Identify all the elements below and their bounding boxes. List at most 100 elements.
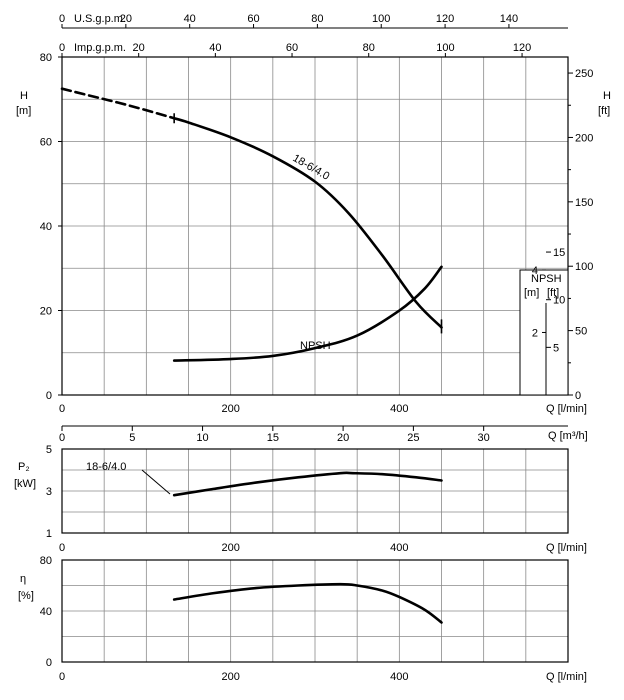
npsh-ft-tick-label: 15 [553, 247, 565, 259]
power-curve-leader-line [141, 469, 171, 495]
m3h-tick-label: 5 [129, 432, 135, 444]
efficiency-y-tick-label: 0 [46, 657, 52, 669]
head-ft-tick-label: 250 [575, 68, 593, 80]
head-ft-tick-label: 200 [575, 132, 593, 144]
impgpm-tick-label: 100 [436, 42, 454, 54]
npsh-m-tick-label: 2 [532, 327, 538, 339]
efficiency-curve [172, 582, 443, 624]
head-grid [62, 57, 568, 395]
head-x-tick-label: 400 [390, 403, 408, 415]
power-y-tick-label: 5 [46, 444, 52, 456]
head-ft-tick-label: 150 [575, 197, 593, 209]
head-y-tick-label: 20 [40, 306, 52, 318]
efficiency-y-ticks: 0 40 80 [40, 555, 52, 669]
power-ylabel-unit: [kW] [14, 478, 36, 490]
head-y-tick-label: 40 [40, 221, 52, 233]
head-ylabel-right-h: H [603, 90, 611, 102]
power-curve [172, 471, 443, 497]
head-x-ticks: 0 200 400 [59, 403, 409, 415]
head-ylabel-left-h: H [20, 90, 28, 102]
power-x-tick-label: 400 [390, 542, 408, 554]
m3h-ticks: 0 5 10 15 20 25 30 [59, 426, 490, 444]
impgpm-tick-label: 120 [513, 42, 531, 54]
head-ylabel-right-unit: [ft] [598, 105, 610, 117]
m3h-tick-label: 30 [478, 432, 490, 444]
usgpm-tick-label: 100 [372, 13, 390, 25]
npsh-curve-label: NPSH [300, 340, 331, 352]
head-ylabel-left-unit: [m] [16, 105, 31, 117]
npsh-inset-ticks: 2 4 5 10 15 [532, 247, 565, 354]
npsh-inset: NPSH [m] [ft] 2 4 5 10 15 [519, 247, 569, 396]
npsh-ft-tick-label: 5 [553, 342, 559, 354]
efficiency-y-tick-label: 40 [40, 606, 52, 618]
usgpm-tick-label: 120 [436, 13, 454, 25]
usgpm-tick-label: 40 [184, 13, 196, 25]
impgpm-tick-label: 80 [363, 42, 375, 54]
m3h-tick-label: 20 [337, 432, 349, 444]
head-curves [60, 87, 443, 362]
m3h-tick-label: 0 [59, 432, 65, 444]
head-ft-tick-label: 50 [575, 326, 587, 338]
power-curves [172, 471, 443, 497]
impgpm-ticks: 0 20 40 60 80 100 120 [59, 42, 531, 57]
flow-m3h-axis: 0 5 10 15 20 25 30 Q [m³/h] [59, 425, 588, 444]
power-y-tick-label: 3 [46, 486, 52, 498]
npsh-ft-tick-label: 10 [553, 295, 565, 307]
m3h-xlabel: Q [m³/h] [548, 430, 588, 442]
usgpm-tick-label: 140 [500, 13, 518, 25]
efficiency-y-tick-label: 80 [40, 555, 52, 567]
power-y-ticks: 1 3 5 [46, 444, 52, 540]
impgpm-tick-label: 20 [133, 42, 145, 54]
usgpm-tick-label: 0 [59, 13, 65, 25]
power-grid [62, 449, 568, 533]
head-y-tick-label: 60 [40, 137, 52, 149]
head-xlabel: Q [l/min] [546, 403, 587, 415]
usgpm-axis-label: U.S.g.p.m. [74, 13, 126, 25]
efficiency-panel: 0 40 80 η [%] 0 200 400 Q [l/min] [18, 555, 587, 683]
impgpm-tick-label: 40 [209, 42, 221, 54]
head-x-tick-label: 200 [221, 403, 239, 415]
m3h-tick-label: 15 [267, 432, 279, 444]
efficiency-ylabel-symbol: η [20, 573, 26, 585]
power-xlabel: Q [l/min] [546, 542, 587, 554]
m3h-tick-label: 10 [196, 432, 208, 444]
npsh-m-tick-label: 4 [532, 265, 538, 277]
head-x-tick-label: 0 [59, 403, 65, 415]
head-ft-tick-label: 100 [575, 261, 593, 273]
power-x-ticks: 0 200 400 [59, 542, 409, 554]
efficiency-xlabel: Q [l/min] [546, 671, 587, 683]
impgpm-axis-label: Imp.g.p.m. [74, 42, 126, 54]
power-y-tick-label: 1 [46, 528, 52, 540]
head-y-tick-label: 0 [46, 390, 52, 402]
npsh-inset-title: NPSH [531, 273, 562, 285]
npsh-inset-unit-ft: [ft] [547, 287, 559, 299]
power-panel: 1 3 5 P₂ [kW] 18-6/4.0 0 200 400 Q [l/min] [14, 444, 587, 554]
head-curve [172, 116, 443, 329]
efficiency-frame [61, 559, 569, 663]
efficiency-ylabel-unit: [%] [18, 590, 34, 602]
efficiency-grid [62, 560, 568, 662]
impgpm-tick-label: 60 [286, 42, 298, 54]
efficiency-x-ticks: 0 200 400 [59, 671, 409, 683]
head-curve-dashed [60, 87, 176, 120]
usgpm-tick-label: 20 [120, 13, 132, 25]
m3h-tick-label: 25 [407, 432, 419, 444]
power-x-tick-label: 200 [221, 542, 239, 554]
head-y-ticks-right: 0 50 100 150 200 250 [568, 68, 593, 402]
npsh-inset-unit-m: [m] [524, 287, 539, 299]
efficiency-x-tick-label: 0 [59, 671, 65, 683]
power-x-tick-label: 0 [59, 542, 65, 554]
efficiency-x-tick-label: 400 [390, 671, 408, 683]
power-ylabel-symbol: P₂ [18, 461, 30, 473]
efficiency-curves [172, 582, 443, 624]
usgpm-tick-label: 80 [311, 13, 323, 25]
npsh-curve [172, 265, 443, 362]
top-axes: U.S.g.p.m. Imp.g.p.m. 0 20 40 60 80 100 120 140… [59, 13, 568, 58]
power-frame [61, 448, 569, 534]
head-ft-tick-label: 0 [575, 390, 581, 402]
usgpm-ticks: 0 20 40 60 80 100 120 140 [59, 13, 518, 28]
power-curve-label: 18-6/4.0 [86, 461, 126, 473]
efficiency-x-tick-label: 200 [221, 671, 239, 683]
